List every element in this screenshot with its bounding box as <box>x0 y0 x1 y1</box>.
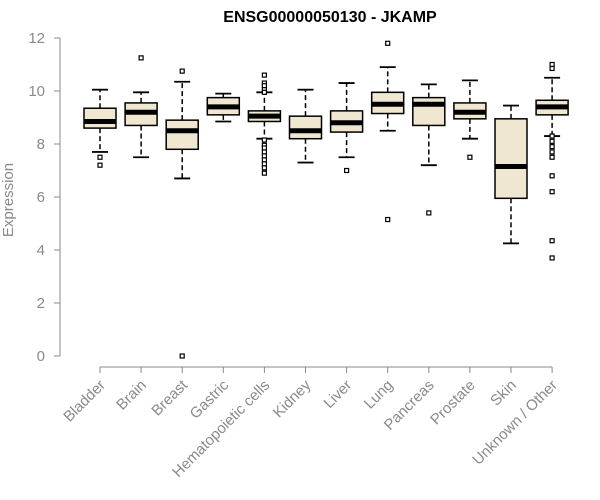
box-skin <box>494 104 528 245</box>
outlier-point <box>549 173 555 179</box>
boxes-group <box>83 40 569 359</box>
y-axis: 0 2 4 6 8 10 12 <box>28 30 61 365</box>
y-tick-label: 12 <box>28 30 45 47</box>
outlier-point <box>549 138 555 144</box>
box-liver <box>329 82 364 174</box>
outlier-point <box>179 353 185 359</box>
box-pancreas <box>412 83 446 216</box>
box-kidney <box>288 88 323 164</box>
box-unknown-other <box>535 61 569 261</box>
outlier-point <box>261 89 267 95</box>
iqr-box <box>165 119 199 151</box>
y-axis-label: Expression <box>0 163 17 237</box>
y-tick-label: 8 <box>37 136 45 153</box>
x-tick-label: Brain <box>113 377 150 414</box>
outlier-point <box>344 167 350 174</box>
outlier-point <box>97 154 103 160</box>
y-tick-label: 6 <box>37 189 45 206</box>
outlier-point <box>467 154 473 160</box>
outlier-point <box>549 65 555 72</box>
y-tick-label: 0 <box>37 348 45 365</box>
box-gastric <box>206 92 241 123</box>
outlier-point <box>385 216 391 223</box>
y-tick-label: 4 <box>37 242 45 259</box>
x-tick-label: Lung <box>361 377 397 413</box>
iqr-box <box>494 118 528 200</box>
chart-title: ENSG00000050130 - JKAMP <box>223 9 437 26</box>
box-hematopoietic-cells <box>247 72 282 176</box>
outlier-point <box>549 189 555 195</box>
outlier-point <box>261 72 267 78</box>
box-lung <box>370 40 405 223</box>
outlier-point <box>549 238 555 244</box>
outlier-point <box>179 68 185 74</box>
outlier-point <box>261 137 267 143</box>
x-tick-label: Kidney <box>270 376 315 421</box>
box-prostate <box>453 79 487 160</box>
outlier-point <box>549 133 555 139</box>
outlier-point <box>549 154 555 160</box>
outlier-point <box>426 210 432 216</box>
iqr-box <box>83 107 117 129</box>
x-tick-label: Liver <box>320 377 355 412</box>
box-bladder <box>83 88 117 168</box>
outlier-point <box>261 165 267 171</box>
outlier-point <box>97 162 103 168</box>
box-brain <box>124 55 158 159</box>
x-tick-label: Prostate <box>427 377 479 429</box>
x-tick-label: Bladder <box>60 377 109 426</box>
x-tick-label: Breast <box>148 376 191 419</box>
outlier-point <box>549 255 555 261</box>
outlier-point <box>549 149 555 155</box>
outlier-point <box>261 170 267 176</box>
y-tick-label: 2 <box>37 295 45 312</box>
outlier-point <box>385 40 391 46</box>
x-tick-label: Skin <box>487 377 520 410</box>
outlier-point <box>549 144 555 150</box>
y-tick-label: 10 <box>28 83 45 100</box>
iqr-box <box>288 115 323 140</box>
outlier-point <box>138 55 144 61</box>
box-breast <box>165 68 199 359</box>
